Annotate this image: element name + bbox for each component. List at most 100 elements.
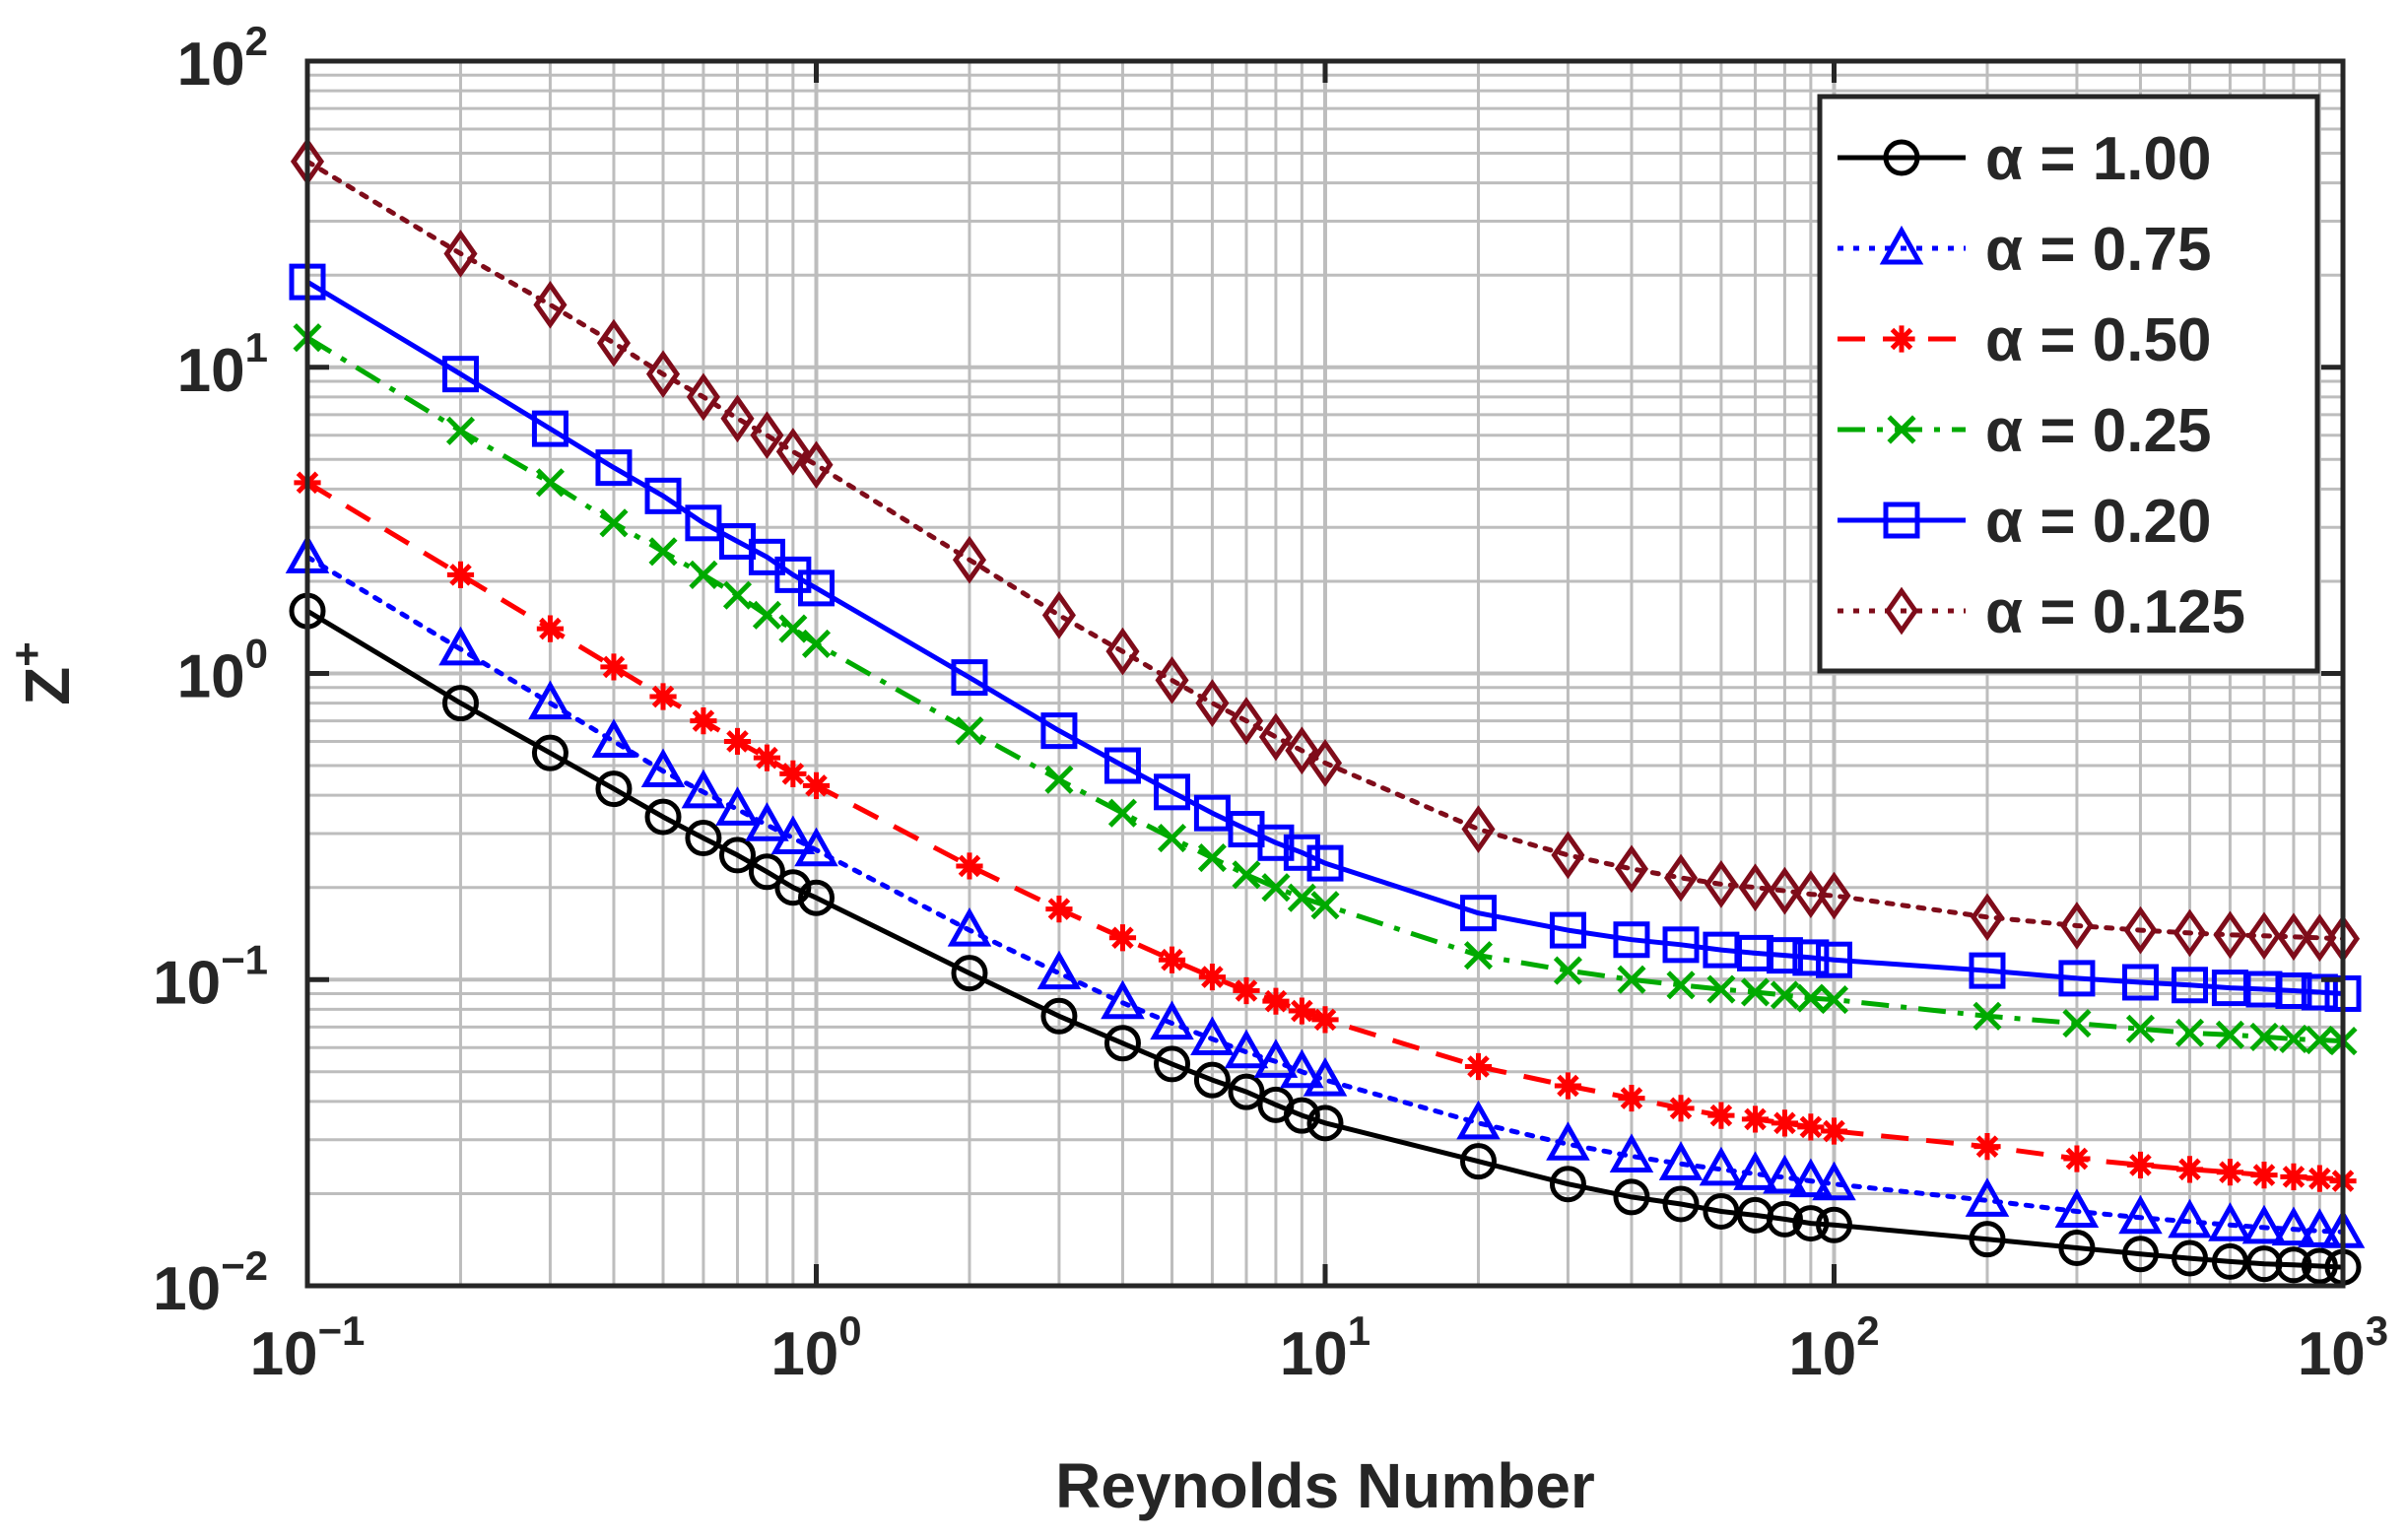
data-point [1233, 976, 1260, 1005]
y-tick-label-base: 10 [177, 643, 245, 711]
legend-label: α = 1.00 [1985, 125, 2211, 193]
x-tick-label: 101 [1280, 1307, 1371, 1388]
series-3 [294, 469, 2357, 1195]
data-point [2174, 1018, 2205, 1047]
y-tick-label-base: 10 [153, 949, 221, 1017]
series-2 [285, 534, 2366, 1248]
data-point [2168, 1198, 2212, 1239]
y-tick-label: 10−2 [153, 1242, 268, 1323]
data-point [1456, 1100, 1501, 1140]
series-line [305, 608, 2344, 1270]
data-point [1820, 1117, 1848, 1145]
y-tick-label: 10−1 [153, 936, 268, 1017]
x-tick-label: 100 [770, 1307, 861, 1388]
data-point [648, 537, 678, 567]
x-tick-label-base: 10 [770, 1320, 838, 1388]
data-point [596, 318, 632, 368]
data-point [1553, 956, 1582, 985]
data-point [2059, 902, 2094, 950]
data-point [1288, 997, 1315, 1025]
data-point [1768, 866, 1802, 915]
legend-entry: α = 1.00 [1838, 125, 2211, 193]
data-point [1107, 798, 1138, 828]
data-point [2058, 960, 2096, 997]
data-point [2172, 967, 2209, 1004]
data-point [1307, 739, 1343, 787]
data-point [1796, 983, 1826, 1013]
data-point [1195, 679, 1230, 727]
data-point [1101, 979, 1145, 1020]
data-point [1108, 924, 1137, 952]
y-axis-label-superscript: + [3, 641, 51, 667]
data-point [645, 350, 681, 399]
x-axis-label: Reynolds Number [1055, 1450, 1595, 1521]
data-point [1609, 1133, 1654, 1172]
data-point [1614, 844, 1649, 894]
data-point [649, 683, 677, 710]
legend-marker [1883, 502, 1920, 539]
data-point [1771, 1109, 1799, 1137]
x-tick-label: 10−1 [250, 1307, 366, 1388]
data-point [1283, 834, 1320, 871]
data-point [446, 561, 475, 588]
data-point [2275, 972, 2312, 1010]
data-point [1969, 1221, 2006, 1258]
data-point [1969, 952, 2006, 989]
data-point [799, 440, 834, 490]
data-point [1554, 1072, 1582, 1100]
data-point [718, 837, 756, 874]
data-point [951, 659, 988, 697]
y-tick-label-exponent: −2 [221, 1242, 268, 1289]
series-4 [293, 323, 2358, 1056]
data-point [1197, 843, 1227, 873]
data-point [595, 449, 633, 487]
data-point [1464, 1052, 1493, 1081]
data-point [1303, 1057, 1348, 1097]
data-point [443, 230, 478, 278]
x-tick-label-exponent: 0 [838, 1307, 861, 1354]
data-point [955, 716, 984, 746]
data-point [1618, 1084, 1645, 1112]
data-point [1549, 1166, 1586, 1203]
data-point [686, 372, 720, 422]
y-tick-label: 100 [177, 631, 268, 711]
data-point [445, 416, 476, 445]
data-point [1797, 1113, 1825, 1141]
data-point [1972, 1001, 2002, 1031]
data-point [599, 508, 629, 538]
data-point [2305, 1025, 2334, 1055]
data-point [595, 770, 633, 808]
data-point [753, 744, 781, 771]
data-point [441, 685, 479, 722]
legend-label: α = 0.20 [1985, 488, 2211, 556]
data-point [1613, 1178, 1650, 1216]
legend-label: α = 0.125 [1985, 578, 2245, 646]
data-point [528, 680, 572, 720]
legend-marker [1888, 325, 1915, 353]
data-point [2062, 1009, 2092, 1038]
legend-label: α = 0.75 [1985, 216, 2211, 284]
data-point [685, 820, 722, 857]
data-point [1229, 697, 1264, 745]
data-point [1546, 1121, 1590, 1161]
data-point [531, 734, 568, 771]
data-point [2306, 1165, 2333, 1192]
data-point [1658, 1141, 1704, 1180]
data-point [798, 569, 835, 607]
data-point [1763, 1154, 1807, 1194]
x-tick-label-exponent: −1 [318, 1307, 366, 1354]
data-point [438, 626, 483, 666]
legend-marker [1883, 139, 1920, 176]
data-point [600, 653, 628, 681]
data-point [681, 769, 726, 809]
data-point [775, 428, 810, 476]
data-point [2298, 1208, 2342, 1247]
data-point [2173, 908, 2207, 958]
data-point [770, 815, 816, 855]
data-point [2058, 1230, 2096, 1267]
data-point [2215, 1020, 2244, 1049]
legend-box [1817, 94, 2320, 674]
x-tick-label-base: 10 [1788, 1320, 1856, 1388]
data-point [801, 629, 832, 658]
data-point [1154, 773, 1191, 811]
